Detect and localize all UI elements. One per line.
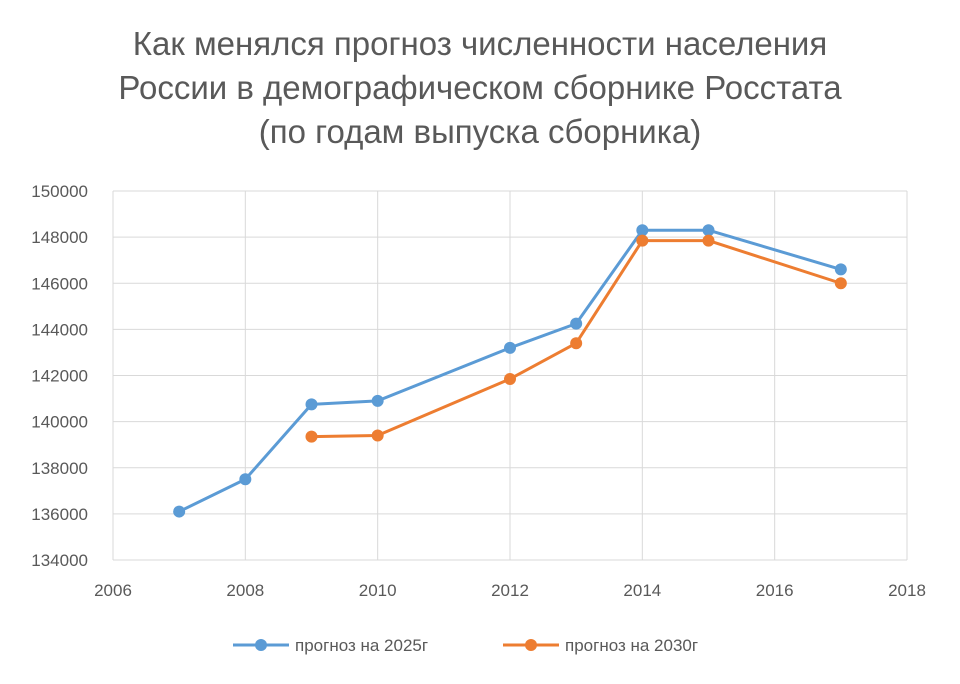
x-tick-label: 2012 — [491, 581, 529, 600]
x-tick-label: 2010 — [359, 581, 397, 600]
x-axis-tick-labels: 2006 2008 2010 2012 2014 2016 2018 — [94, 581, 926, 600]
legend: прогноз на 2025г прогноз на 2030г — [233, 636, 698, 655]
y-tick-label: 144000 — [31, 320, 88, 339]
x-tick-label: 2006 — [94, 581, 132, 600]
y-tick-label: 148000 — [31, 228, 88, 247]
x-tick-label: 2018 — [888, 581, 926, 600]
y-tick-label: 142000 — [31, 367, 88, 386]
data-point-series-1 — [504, 341, 516, 354]
legend-label: прогноз на 2030г — [565, 636, 698, 655]
chart-title-line-3: (по годам выпуска сборника) — [258, 113, 702, 150]
data-point-series-2 — [702, 234, 715, 247]
data-point-series-1 — [239, 473, 252, 486]
x-tick-label: 2014 — [623, 581, 661, 600]
chart-title-line-2: России в демографическом сборнике Росста… — [118, 69, 842, 106]
data-point-series-2 — [570, 337, 583, 350]
data-point-series-1 — [173, 505, 186, 518]
data-point-series-2 — [371, 429, 384, 442]
data-point-series-2 — [305, 430, 318, 443]
y-tick-label: 146000 — [31, 274, 88, 293]
chart-title: Как менялся прогноз численности населени… — [0, 22, 960, 154]
x-tick-label: 2008 — [226, 581, 264, 600]
chart-title-line-1: Как менялся прогноз численности населени… — [132, 25, 828, 62]
data-point-series-1 — [702, 224, 715, 237]
data-point-series-1 — [305, 398, 318, 411]
legend-label: прогноз на 2025г — [295, 636, 428, 655]
data-point-series-1 — [636, 224, 649, 237]
data-point-series-2 — [834, 277, 847, 290]
series-group — [173, 224, 847, 518]
y-tick-label: 150000 — [31, 182, 88, 201]
data-point-series-2 — [636, 234, 649, 247]
y-tick-label: 138000 — [31, 459, 88, 478]
data-point-series-1 — [371, 394, 384, 407]
y-tick-label: 140000 — [31, 413, 88, 432]
data-point-series-1 — [570, 317, 583, 330]
data-point-series-2 — [504, 372, 516, 385]
legend-swatch-marker — [525, 639, 537, 651]
y-tick-label: 134000 — [31, 551, 88, 570]
y-tick-label: 136000 — [31, 505, 88, 524]
x-tick-label: 2016 — [756, 581, 794, 600]
y-axis-tick-labels: 134000 136000 138000 140000 142000 144000 1460… — [31, 182, 88, 570]
data-point-series-1 — [834, 263, 847, 276]
legend-swatch-marker — [255, 639, 267, 651]
